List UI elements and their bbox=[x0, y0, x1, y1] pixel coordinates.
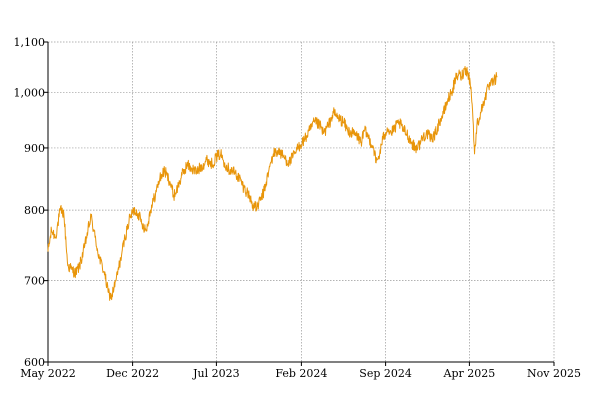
y-tick-label: 1,000 bbox=[14, 86, 46, 99]
series bbox=[47, 65, 498, 301]
x-tick-label: Sep 2024 bbox=[359, 367, 412, 380]
x-tick-label: Feb 2024 bbox=[275, 367, 327, 380]
x-tick-label: Nov 2025 bbox=[527, 367, 581, 380]
tick-labels: 600 700 800 900 1,000 1,100 May 2022 Dec 2022 Ju… bbox=[14, 36, 581, 380]
grid bbox=[47, 41, 555, 363]
x-tick-label: Jul 2023 bbox=[192, 367, 240, 380]
y-tick-label: 900 bbox=[24, 142, 45, 155]
axes bbox=[47, 42, 554, 363]
y-tick-label: 600 bbox=[24, 356, 45, 369]
series-line bbox=[47, 65, 498, 301]
y-tick-label: 800 bbox=[24, 204, 45, 217]
y-tick-label: 700 bbox=[24, 275, 45, 288]
x-tick-label: Apr 2025 bbox=[443, 367, 496, 380]
x-tick-label: Dec 2022 bbox=[106, 367, 159, 380]
x-tick-label: May 2022 bbox=[20, 367, 76, 380]
y-tick-label: 1,100 bbox=[14, 36, 46, 49]
